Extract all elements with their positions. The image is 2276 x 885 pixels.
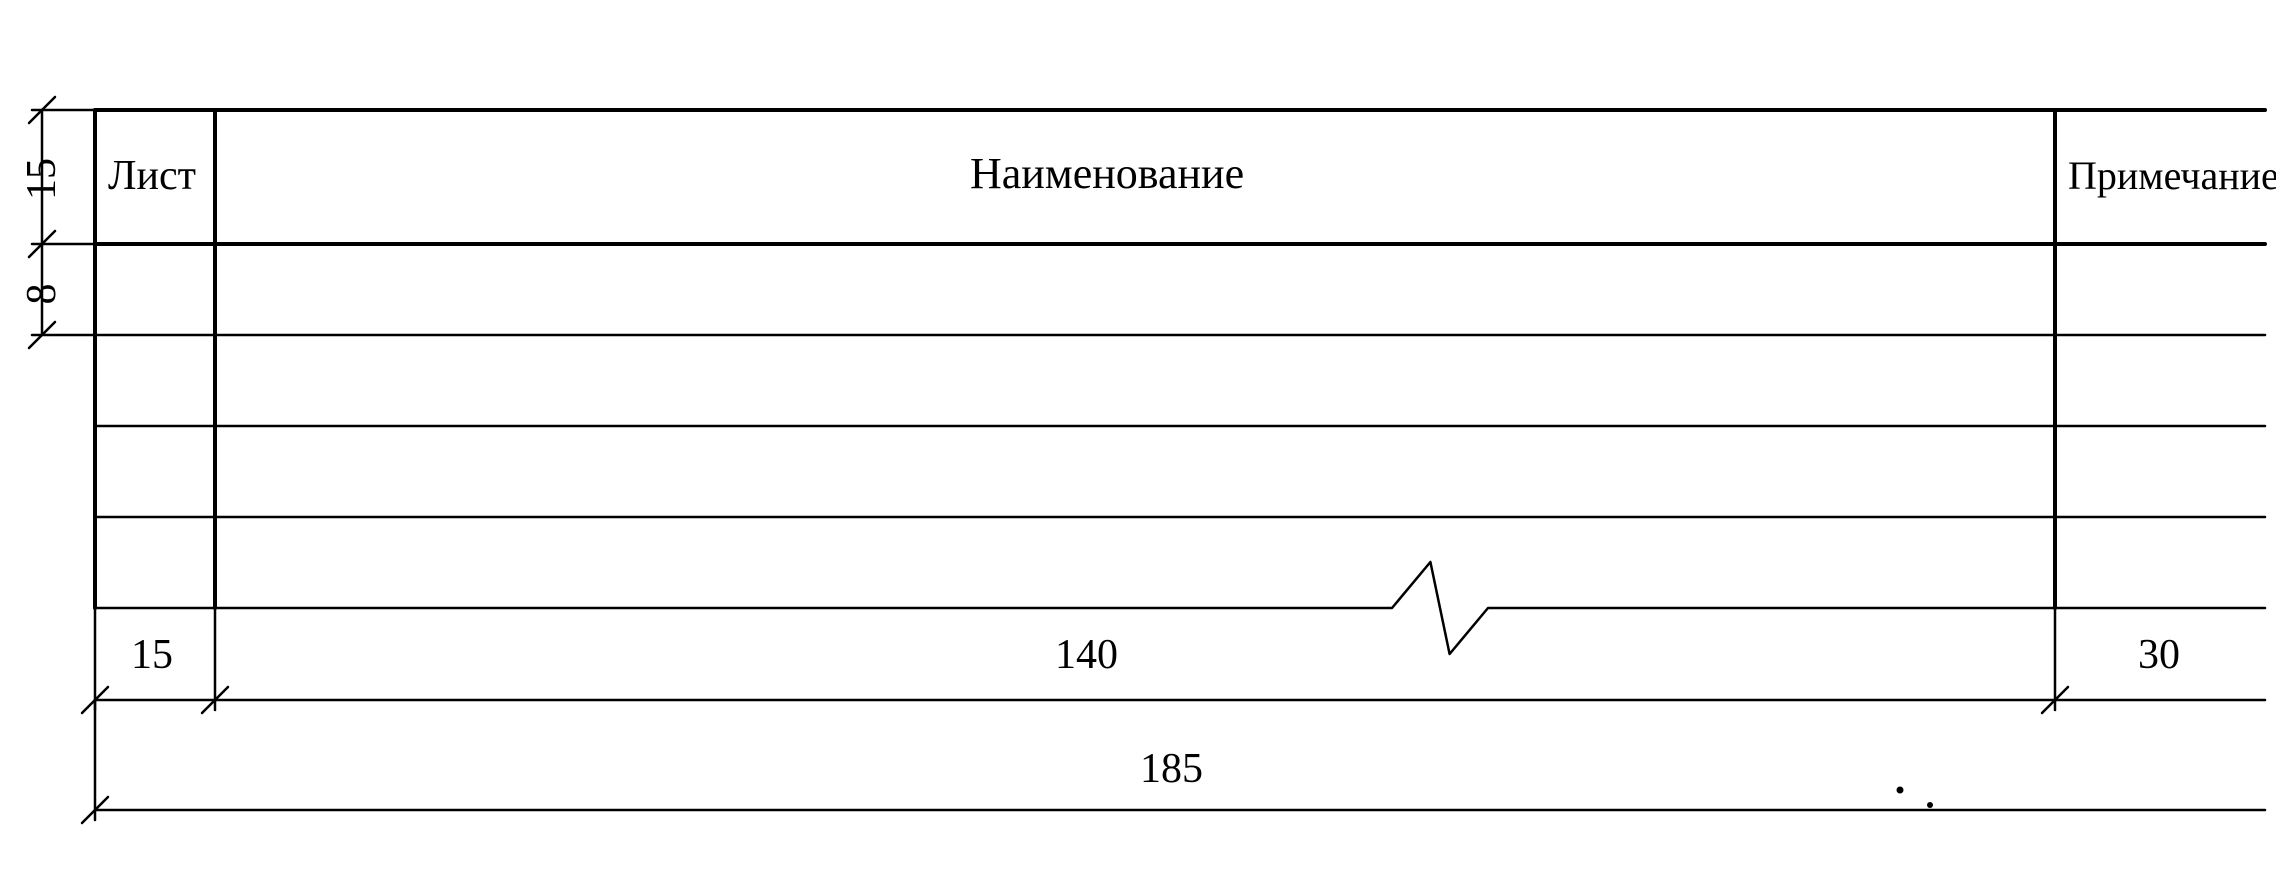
dim-col2-width: 140: [1055, 631, 1118, 679]
dim-vert-header: 15: [18, 164, 66, 200]
dim-col1-width: 15: [131, 631, 173, 679]
dim-vert-row: 8: [18, 276, 66, 312]
col-header-name: Наименование: [970, 148, 1244, 199]
dim-col3-width: 30: [2138, 631, 2180, 679]
col-header-sheet: Лист: [108, 152, 196, 200]
dim-total-width: 185: [1140, 745, 1203, 793]
drawing-canvas: [0, 0, 2276, 885]
col-header-note: Примечание: [2068, 152, 2276, 199]
